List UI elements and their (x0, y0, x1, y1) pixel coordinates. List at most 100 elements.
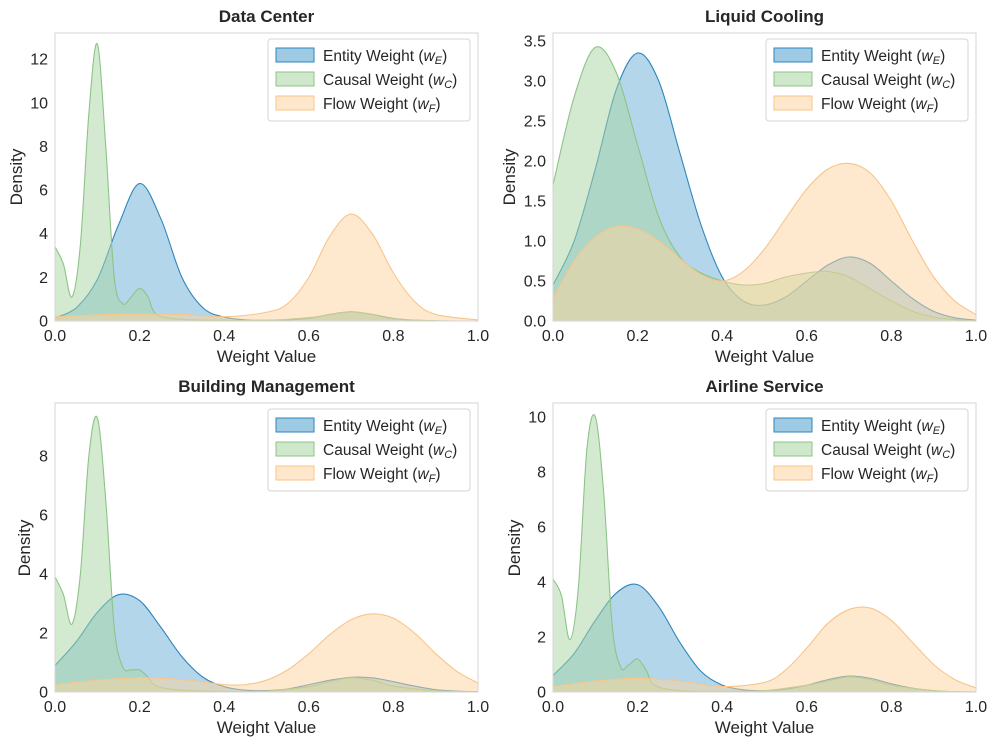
area-flow (553, 163, 976, 321)
y-tick-label: 2 (537, 629, 546, 646)
y-tick-label: 0 (39, 685, 48, 702)
area-causal (55, 43, 478, 321)
plot-area (553, 46, 976, 321)
y-tick-label: 8 (537, 464, 546, 481)
legend-label-flow: Flow Weight (wF) (821, 466, 939, 485)
y-axis-label: Density (505, 519, 524, 576)
legend-swatch-flow (773, 465, 813, 481)
y-tick-label: 0 (39, 314, 48, 331)
legend: Entity Weight (wE) Causal Weight (wC) Flow… (267, 38, 471, 122)
y-tick-label: 6 (39, 508, 48, 525)
legend-swatch-entity (773, 417, 813, 433)
x-tick-label: 0.6 (298, 699, 320, 716)
x-tick-label: 0.0 (44, 328, 66, 345)
legend-label-entity: Entity Weight (wE) (323, 418, 447, 437)
y-axis-label: Density (15, 519, 34, 576)
panel-title: Liquid Cooling (705, 7, 824, 26)
y-tick-label: 8 (39, 449, 48, 466)
legend-label-flow: Flow Weight (wF) (323, 466, 441, 485)
legend-label-flow: Flow Weight (wF) (323, 96, 441, 115)
y-tick-label: 0.0 (524, 314, 546, 331)
y-tick-label: 8 (39, 139, 48, 156)
x-tick-label: 0.2 (626, 328, 648, 345)
y-tick-label: 0 (537, 685, 546, 702)
legend-swatch-causal (275, 71, 315, 87)
y-tick-label: 6 (537, 519, 546, 536)
y-tick-label: 4 (39, 567, 48, 584)
x-axis-label: Weight Value (217, 718, 317, 737)
y-tick-label: 12 (30, 52, 48, 69)
legend-swatch-flow (275, 95, 315, 111)
legend-label-causal: Causal Weight (wC) (323, 442, 457, 461)
plot-frame (54, 402, 479, 693)
plot-area (553, 414, 976, 692)
chart-panel-1: 0.0 0.2 0.4 0.6 0.8 1.0 0 2 4 6 8 10 12 Data Center We… (7, 7, 489, 366)
x-tick-label: 0.6 (796, 328, 818, 345)
x-tick-label: 0.2 (626, 699, 648, 716)
x-tick-label: 0.4 (711, 328, 733, 345)
legend-swatch-causal (773, 441, 813, 457)
x-tick-label: 0.4 (711, 699, 733, 716)
legend-swatch-causal (275, 441, 315, 457)
x-axis-label: Weight Value (217, 347, 317, 366)
y-axis-label: Density (500, 148, 519, 205)
y-axis-label: Density (7, 148, 26, 205)
x-tick-label: 0.0 (542, 328, 564, 345)
legend: Entity Weight (wE) Causal Weight (wC) Flow… (765, 38, 969, 122)
x-tick-label: 0.8 (880, 699, 902, 716)
area-entity (55, 594, 478, 692)
area-causal (55, 416, 478, 692)
x-tick-label: 0.0 (542, 699, 564, 716)
x-tick-label: 0.4 (213, 699, 235, 716)
y-tick-label: 10 (528, 409, 546, 426)
x-tick-label: 0.8 (382, 328, 404, 345)
x-tick-label: 1.0 (965, 699, 987, 716)
area-causal (553, 414, 976, 692)
legend-box (267, 408, 471, 492)
y-tick-label: 6 (39, 183, 48, 200)
line-flow (55, 613, 478, 686)
legend-label-causal: Causal Weight (wC) (821, 442, 955, 461)
y-tick-label: 1.5 (524, 194, 546, 211)
line-flow (55, 213, 478, 321)
panel-title: Building Management (178, 377, 355, 396)
y-tick-label: 4 (537, 574, 546, 591)
plot-frame (552, 32, 977, 322)
legend-box (267, 38, 471, 122)
legend-swatch-causal (773, 71, 813, 87)
y-tick-label: 2 (39, 626, 48, 643)
x-tick-label: 0.6 (298, 328, 320, 345)
area-flow (55, 613, 478, 692)
x-tick-label: 0.8 (382, 699, 404, 716)
legend-box (765, 408, 969, 492)
line-flow (553, 162, 976, 316)
y-tick-label: 2 (39, 270, 48, 287)
plot-area (55, 43, 478, 321)
legend-swatch-entity (275, 47, 315, 63)
x-tick-label: 0.2 (128, 699, 150, 716)
y-tick-label: 1.0 (524, 234, 546, 251)
x-axis-label: Weight Value (715, 718, 815, 737)
x-tick-label: 1.0 (467, 328, 489, 345)
legend-label-entity: Entity Weight (wE) (821, 48, 945, 67)
legend: Entity Weight (wE) Causal Weight (wC) Flow… (765, 408, 969, 492)
x-tick-label: 0.8 (880, 328, 902, 345)
plot-frame (552, 402, 977, 693)
y-tick-label: 2.5 (524, 114, 546, 131)
legend-swatch-entity (275, 417, 315, 433)
x-tick-label: 0.0 (44, 699, 66, 716)
legend-swatch-entity (773, 47, 813, 63)
y-tick-label: 3.0 (524, 74, 546, 91)
legend-box (765, 38, 969, 122)
area-entity (55, 183, 478, 321)
legend-label-causal: Causal Weight (wC) (323, 72, 457, 91)
panel-title: Airline Service (705, 377, 823, 396)
x-tick-label: 0.6 (796, 699, 818, 716)
legend-swatch-flow (275, 465, 315, 481)
y-tick-label: 0.5 (524, 274, 546, 291)
legend-label-causal: Causal Weight (wC) (821, 72, 955, 91)
legend: Entity Weight (wE) Causal Weight (wC) Flow… (267, 408, 471, 492)
legend-swatch-flow (773, 95, 813, 111)
x-tick-label: 1.0 (467, 699, 489, 716)
